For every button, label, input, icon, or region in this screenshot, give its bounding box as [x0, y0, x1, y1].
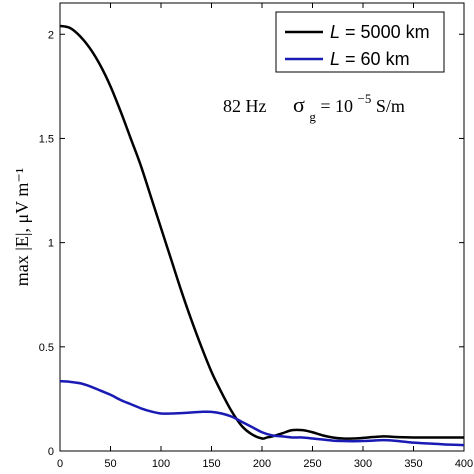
x-tick-label: 250 — [303, 458, 321, 470]
annotation-equals: = 10 — [320, 96, 353, 116]
annotation-sigma: σ — [293, 92, 305, 117]
legend-label-series-1-italic: L — [330, 22, 340, 42]
x-tick-label: 100 — [152, 458, 170, 470]
x-tick-label: 400 — [455, 458, 473, 470]
annotation-sigma-subscript: g — [309, 109, 316, 124]
annotation-exponent: −5 — [358, 91, 372, 106]
plot-area — [59, 2, 465, 452]
legend: L = 5000 km L = 60 km — [275, 11, 445, 73]
svg-text:82 Hz σ g =: 82 Hz σ g = 10 −5 S/m — [223, 87, 405, 125]
axis-ticks: 0 50 100 150 200 250 300 350 400 0 0.5 1 1.5 2 — [39, 3, 473, 470]
x-tick-label: 200 — [253, 458, 271, 470]
y-tick-label: 2 — [48, 29, 54, 41]
svg-text:L = 60 km: L = 60 km — [330, 49, 410, 69]
y-axis-label: max |E|, μV m⁻¹ — [12, 168, 32, 286]
x-tick-label: 0 — [57, 458, 63, 470]
series-line-1 — [59, 24, 464, 440]
legend-label-series-1: = 5000 km — [345, 22, 430, 42]
annotation-unit: S/m — [376, 96, 405, 116]
annotation-frequency: 82 Hz — [223, 96, 267, 116]
annotation: 82 Hz σ g = 10 −5 S/m — [223, 87, 405, 125]
x-tick-label: 350 — [404, 458, 422, 470]
series-line-2 — [59, 379, 465, 447]
svg-text:L = 5000 km: L = 5000 km — [330, 22, 430, 42]
x-tick-label: 150 — [202, 458, 220, 470]
y-tick-label: 1 — [48, 238, 54, 250]
legend-label-series-2-italic: L — [330, 49, 340, 69]
legend-box — [275, 11, 445, 73]
y-tick-label: 0 — [48, 446, 54, 458]
y-tick-label: 0.5 — [39, 342, 54, 354]
y-tick-label: 1.5 — [39, 133, 54, 145]
x-tick-label: 300 — [354, 458, 372, 470]
series-layer — [59, 24, 465, 447]
x-tick-label: 50 — [104, 458, 116, 470]
legend-label-series-2: = 60 km — [345, 49, 410, 69]
